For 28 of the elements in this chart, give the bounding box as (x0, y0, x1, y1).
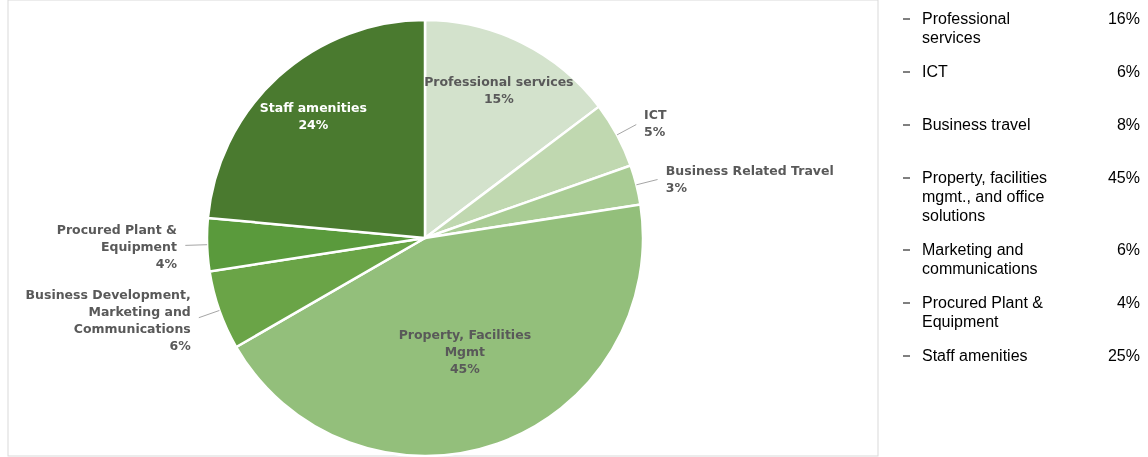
category-label: Professional services (922, 10, 1011, 46)
category-label: Staff amenities (922, 347, 1028, 364)
data-label: 24% (298, 117, 329, 133)
data-label: 6% (169, 337, 192, 353)
text: 16% (1107, 10, 1140, 27)
text: 6% (1116, 63, 1140, 80)
data-label: 45% (449, 361, 481, 377)
category-label: ICT (922, 63, 948, 80)
slice-label: Staff amenities (259, 100, 367, 116)
category-label: Marketing and communications (922, 241, 1038, 277)
category-label: Business travel (922, 116, 1031, 133)
text: 25% (1107, 347, 1140, 364)
text: 6% (1116, 241, 1140, 258)
slice-label: Business Related Travel (665, 162, 834, 178)
data-label: 15% (483, 91, 515, 107)
slice-label: Business Development, Marketing and Communications (25, 286, 191, 336)
data-label: 3% (665, 179, 688, 195)
text: 8% (1116, 116, 1140, 133)
slice-label: Property, Facilities Mgmt (398, 327, 532, 360)
text: 45% (1107, 169, 1140, 186)
category-label: Property, facilities mgmt., and office solutions (922, 169, 1048, 224)
slice-label: ICT (644, 106, 667, 122)
data-label: 5% (644, 123, 666, 139)
category-label: Procured Plant & Equipment (922, 294, 1044, 330)
data-label: 4% (155, 255, 178, 271)
text: 4% (1116, 294, 1140, 311)
slice-label: Professional services (424, 74, 574, 90)
slice-label: Procured Plant & Equipment (56, 221, 178, 254)
